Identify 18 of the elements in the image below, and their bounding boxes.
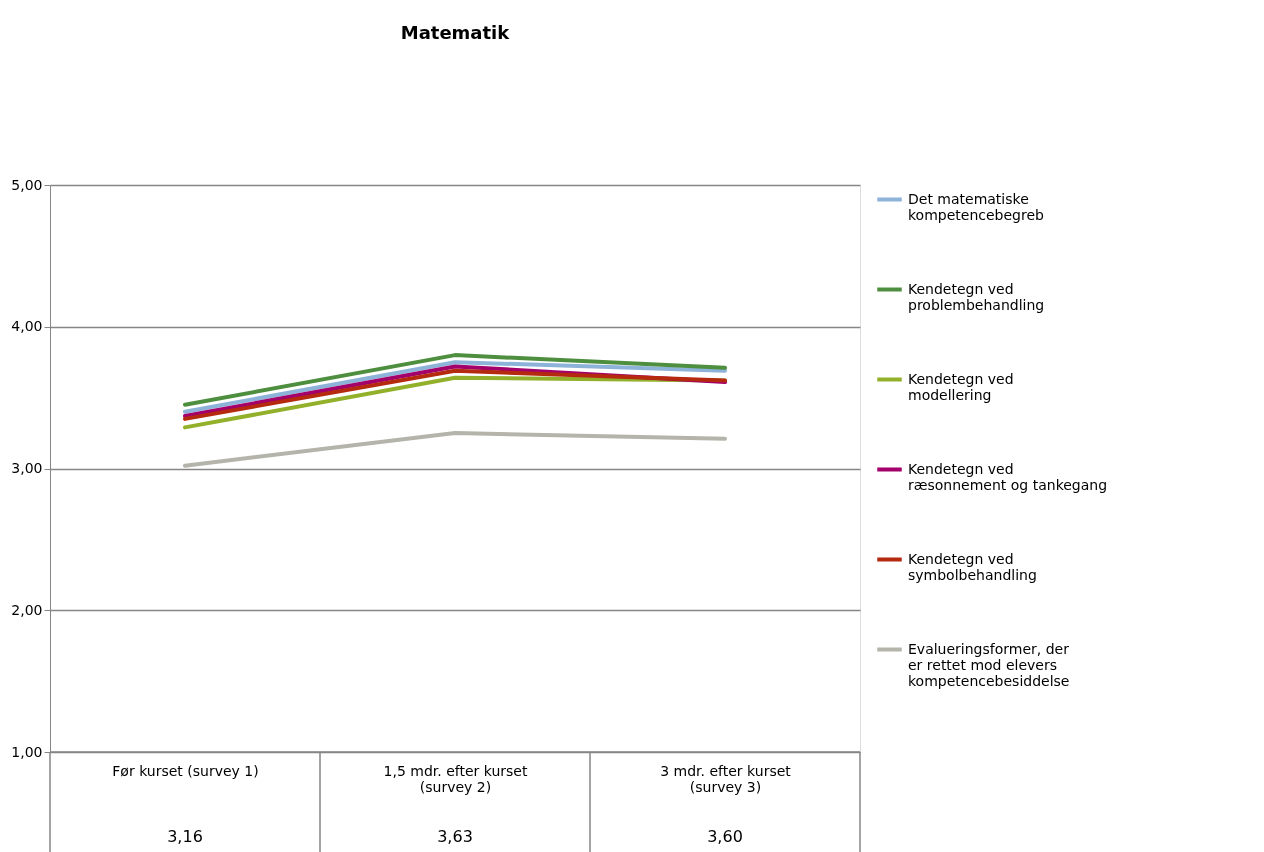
y-tick-label: 5,00 [11, 176, 43, 193]
y-tick-label: 3,00 [11, 460, 43, 476]
x-tick-label: Før kurset (survey 1) [112, 762, 259, 779]
x-tick-label: 1,5 mdr. efter kurset (survey 2) [383, 762, 528, 795]
x-tick-label: 3 mdr. efter kurset (survey 3) [660, 762, 792, 795]
legend-label: Kendetegn ved modellering [908, 370, 1014, 403]
text: 3,63 [437, 827, 473, 846]
legend-label: Kendetegn ved symbolbehandling [908, 550, 1037, 583]
y-tick-label: 1,00 [11, 743, 43, 760]
legend-label: Kendetegn ved problembehandling [908, 280, 1045, 313]
chart-title: Matematik [400, 22, 511, 43]
y-tick-label: 4,00 [11, 318, 43, 335]
legend-label: Kendetegn ved ræsonnement og tankegang [908, 460, 1108, 493]
text: 3,60 [707, 827, 743, 846]
y-tick-label: 2,00 [11, 601, 43, 618]
text: 3,16 [167, 827, 203, 846]
legend-label: Evalueringsformer, der er rettet mod elevers kompetencebesiddelse [908, 640, 1070, 689]
legend-label: Det matematiske kompetencebegreb [908, 190, 1045, 223]
